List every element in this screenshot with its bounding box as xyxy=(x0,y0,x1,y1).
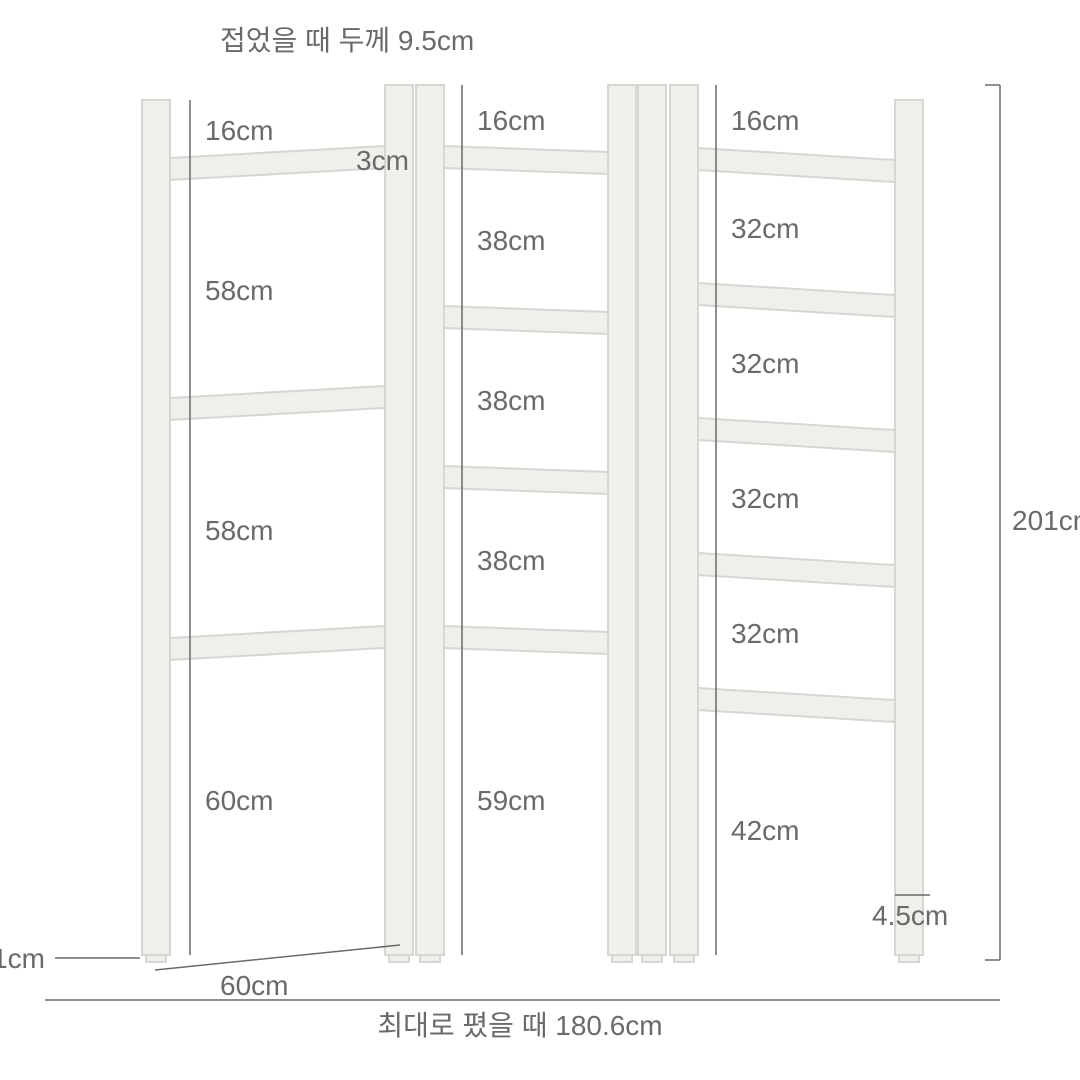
dim-right-1: 32cm xyxy=(731,213,799,244)
dim-center-3: 38cm xyxy=(477,545,545,576)
dim-right-5: 42cm xyxy=(731,815,799,846)
dim-center-0: 16cm xyxy=(477,105,545,136)
panel-center xyxy=(416,85,666,962)
dim-center-4: 59cm xyxy=(477,785,545,816)
title-bottom: 최대로 폈을 때 180.6cm xyxy=(377,1010,662,1041)
dim-panel-60cm: 60cm xyxy=(220,970,288,1001)
dim-gap-3cm: 3cm xyxy=(356,145,409,176)
dim-right-3: 32cm xyxy=(731,483,799,514)
panel-width-line xyxy=(155,945,400,970)
dim-right-2: 32cm xyxy=(731,348,799,379)
dimension-diagram: 접었을 때 두께 9.5cm 최대로 폈을 때 180.6cm 201cm 16… xyxy=(0,0,1080,1080)
dim-left-0: 16cm xyxy=(205,115,273,146)
dim-right-4: 32cm xyxy=(731,618,799,649)
dim-left-3: 60cm xyxy=(205,785,273,816)
dim-center-2: 38cm xyxy=(477,385,545,416)
panel-left xyxy=(142,85,413,962)
title-top: 접었을 때 두께 9.5cm xyxy=(220,25,474,56)
dim-rail-width: 4.5cm xyxy=(872,900,948,931)
dim-right-0: 16cm xyxy=(731,105,799,136)
dim-left-1: 58cm xyxy=(205,275,273,306)
dim-foot-1cm: 1cm xyxy=(0,943,45,974)
dim-left-2: 58cm xyxy=(205,515,273,546)
dim-center-1: 38cm xyxy=(477,225,545,256)
overall-height-label: 201cm xyxy=(1012,505,1080,536)
